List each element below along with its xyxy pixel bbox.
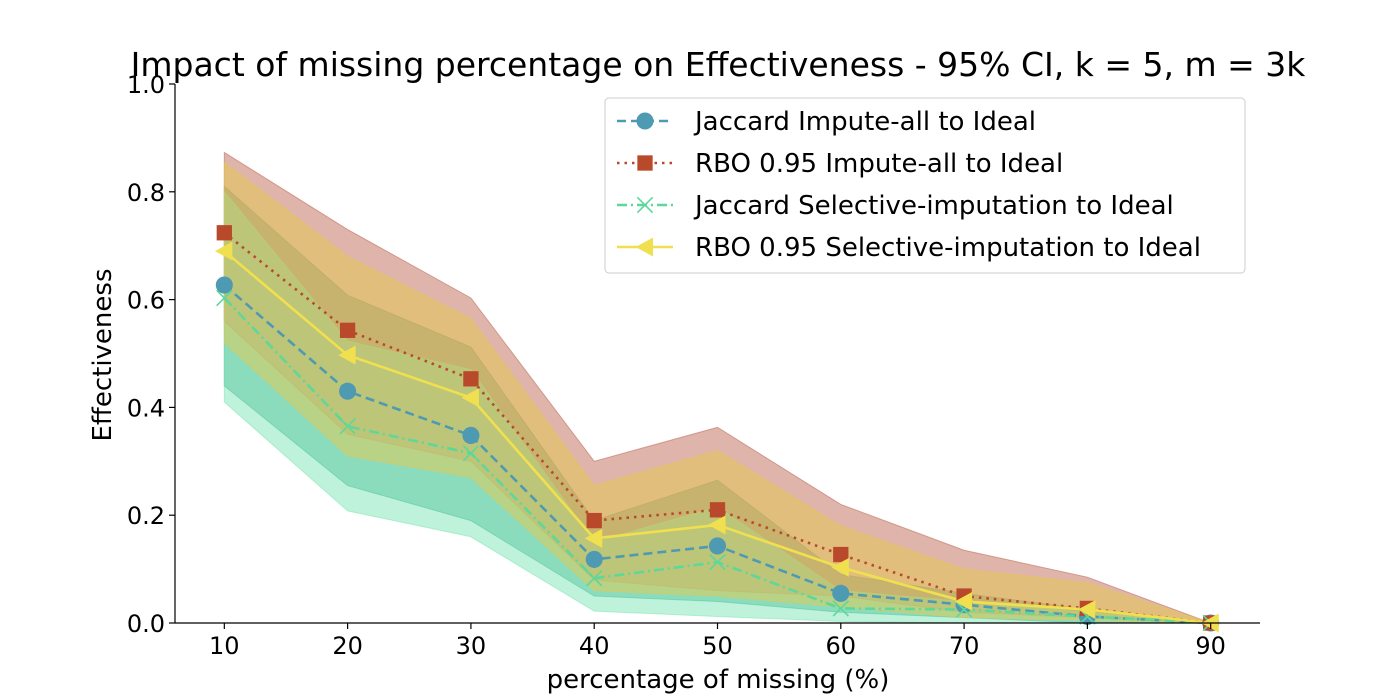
y-tick-label: 0.2 [127, 502, 165, 530]
data-point-series-0-2 [462, 426, 480, 444]
data-point-series-2-3 [585, 570, 603, 587]
ci-band-series-3 [223, 161, 1211, 624]
x-tick-label: 50 [702, 632, 733, 660]
data-point-series-2-5 [832, 600, 850, 617]
data-point-series-3-6 [954, 591, 973, 611]
data-point-series-3-4 [708, 515, 726, 535]
data-point-series-0-1 [339, 382, 357, 400]
x-tick-label: 40 [579, 632, 610, 660]
legend-entry-1: RBO 0.95 Impute-all to Ideal [617, 149, 1063, 179]
data-point-series-1-4 [709, 502, 726, 518]
data-point-series-0-0 [215, 276, 233, 294]
data-point-series-1-2 [463, 371, 479, 387]
x-tick-label: 20 [332, 632, 363, 660]
data-point-series-1-0 [216, 225, 232, 241]
x-tick-label: 70 [949, 632, 980, 660]
legend-marker-0 [636, 112, 654, 130]
legend-label: RBO 0.95 Selective-imputation to Ideal [695, 233, 1201, 263]
legend-marker-2 [636, 196, 654, 214]
data-point-series-0-4 [708, 537, 727, 555]
data-point-series-0-3 [585, 550, 603, 568]
data-point-series-3-5 [831, 558, 849, 577]
chart-title: Impact of missing percentage on Effectiv… [131, 45, 1307, 84]
y-tick-label: 0.4 [127, 394, 165, 422]
legend-label: Jaccard Selective-imputation to Ideal [693, 191, 1174, 221]
tick-labels: 10 20 30 40 50 60 70 80 90 0.0 0.2 0.4 0.6 0.8 1.0 [127, 71, 1226, 660]
data-point-series-2-4 [709, 553, 726, 571]
legend-marker-3 [635, 237, 654, 257]
series-markers [214, 225, 1220, 633]
y-tick-label: 0.6 [127, 287, 165, 315]
y-tick-label: 1.0 [127, 71, 165, 99]
legend-entry-3: RBO 0.95 Selective-imputation to Ideal [617, 233, 1201, 263]
x-tick-label: 60 [826, 632, 857, 660]
data-point-series-2-2 [462, 444, 480, 462]
y-tick-label: 0.8 [127, 179, 165, 207]
x-tick-label: 80 [1072, 632, 1103, 660]
legend-entry-2: Jaccard Selective-imputation to Ideal [617, 191, 1174, 221]
legend-entry-0: Jaccard Impute-all to Ideal [617, 107, 1036, 137]
legend-label: RBO 0.95 Impute-all to Ideal [695, 149, 1063, 179]
data-point-series-1-1 [339, 322, 356, 338]
data-point-series-3-3 [584, 528, 603, 548]
x-axis-label: percentage of missing (%) [547, 665, 890, 695]
y-axis-label: Effectiveness [88, 269, 118, 442]
y-tick-label: 0.0 [127, 610, 165, 638]
data-point-series-3-2 [461, 388, 479, 408]
data-point-series-0-5 [832, 584, 850, 602]
legend-box [604, 97, 1246, 274]
x-tick-label: 10 [209, 632, 240, 660]
legend-label: Jaccard Impute-all to Ideal [693, 107, 1036, 137]
x-tick-label: 90 [1195, 632, 1226, 660]
data-point-series-1-5 [833, 546, 849, 563]
x-tick-label: 30 [456, 632, 487, 660]
data-point-series-3-0 [214, 241, 233, 261]
data-point-series-2-1 [339, 418, 356, 435]
data-point-series-1-3 [586, 512, 602, 529]
data-point-series-3-7 [1077, 600, 1096, 619]
legend-marker-1 [637, 155, 653, 171]
legend: Jaccard Impute-all to Ideal RBO 0.95 Impu… [604, 97, 1246, 274]
data-point-series-3-1 [338, 345, 356, 365]
data-point-series-2-0 [216, 289, 233, 307]
